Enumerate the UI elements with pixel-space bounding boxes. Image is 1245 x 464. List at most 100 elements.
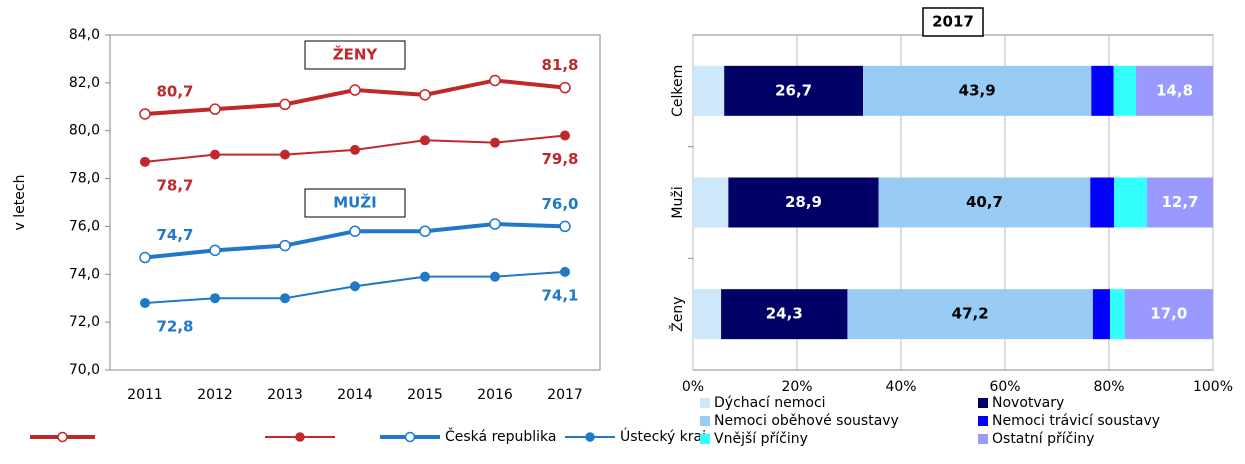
data-label: 47,2 [952, 305, 989, 323]
bar-segment [1110, 289, 1125, 340]
legend-swatch [978, 434, 988, 444]
plot-frame [109, 34, 601, 371]
legend-label: Dýchací nemoci [714, 395, 826, 411]
x-tick-label: 2012 [197, 387, 233, 403]
y-tick-label: Ženy [668, 296, 686, 331]
x-tick-label: 100% [1193, 379, 1233, 395]
data-label: 17,0 [1150, 305, 1187, 323]
legend-label: Novotvary [992, 395, 1064, 411]
data-label: 76,0 [541, 195, 578, 213]
data-label: 40,7 [966, 193, 1003, 211]
bar-segment [1146, 177, 1213, 228]
point [279, 98, 291, 111]
title-box [922, 7, 984, 37]
legend-label: Ústecký kraj [620, 427, 706, 445]
point [140, 298, 150, 308]
point [419, 225, 431, 237]
bar-segment [693, 177, 729, 228]
x-tick-label: 80% [1093, 379, 1124, 395]
bar-segment [863, 65, 1092, 116]
y-tick-label: Muži [670, 186, 686, 218]
y-axis-label: v letech [12, 175, 28, 231]
legend-marker [585, 432, 595, 442]
data-label: 81,8 [541, 56, 578, 74]
annotation-box [304, 40, 406, 70]
bar-segment [1124, 289, 1213, 340]
bar-segment [1090, 177, 1115, 228]
bar-segment [728, 177, 879, 228]
x-tick-label: 0% [682, 379, 704, 395]
y-tick-label: 82,0 [69, 75, 100, 91]
point [210, 293, 220, 304]
point [279, 239, 291, 252]
x-tick-label: 40% [885, 379, 916, 395]
legend-swatch [978, 416, 988, 426]
point [349, 225, 361, 237]
x-tick-label: 2017 [547, 387, 583, 403]
x-tick-label: 2011 [127, 387, 163, 403]
chart-title: 2017 [932, 13, 974, 31]
bar-segment [1136, 65, 1213, 116]
bar-segment [1092, 289, 1111, 340]
x-tick-label: 2016 [477, 387, 513, 403]
annotation-box [304, 188, 406, 218]
x-tick-label: 60% [989, 379, 1020, 395]
bar-segment [721, 289, 848, 340]
x-tick-label: 2013 [267, 387, 303, 403]
y-tick-label: 76,0 [69, 218, 100, 234]
point [140, 156, 150, 167]
legend-swatch [700, 398, 710, 408]
x-tick-label: 20% [781, 379, 812, 395]
point [139, 108, 151, 120]
bar-segment [1091, 65, 1114, 116]
point [559, 220, 571, 233]
bar-segment [693, 65, 725, 116]
legend-label: Vnější příčiny [714, 431, 808, 447]
data-label: 78,7 [156, 176, 193, 194]
point [490, 137, 500, 148]
x-tick-label: 2014 [337, 387, 373, 403]
data-label: 14,8 [1156, 81, 1193, 99]
annotation: ŽENY [333, 45, 379, 64]
point [209, 244, 221, 257]
point [489, 218, 501, 230]
y-tick-label: 74,0 [69, 266, 100, 282]
point [280, 149, 290, 160]
legend-marker [404, 431, 416, 443]
y-tick-label: 78,0 [69, 171, 100, 187]
y-tick-label: 70,0 [69, 362, 100, 378]
point [350, 281, 360, 292]
data-label: 28,9 [785, 193, 822, 211]
y-tick-label: Celkem [670, 65, 686, 117]
point [209, 103, 221, 115]
bar-segment [878, 177, 1091, 228]
point [490, 271, 500, 282]
legend-swatch [700, 416, 710, 426]
legend-label: Nemoci trávicí soustavy [992, 413, 1160, 429]
legend-label: Česká republika [445, 427, 557, 445]
y-tick-label: 84,0 [69, 27, 100, 43]
data-label: 43,9 [959, 81, 996, 99]
point [349, 84, 361, 96]
bar-segment [724, 65, 864, 116]
data-label: 79,8 [541, 150, 578, 168]
point [280, 293, 290, 304]
point [560, 266, 570, 277]
bar-segment [1114, 177, 1147, 228]
point [419, 89, 431, 101]
data-label: 74,1 [541, 286, 578, 304]
point [420, 135, 430, 146]
data-label: 72,8 [156, 318, 193, 336]
data-label: 24,3 [766, 305, 803, 323]
data-label: 26,7 [775, 81, 812, 99]
legend-swatch [700, 434, 710, 444]
legend-marker [57, 431, 68, 443]
legend-marker [295, 432, 305, 442]
point [210, 149, 220, 160]
bar-segment [693, 289, 722, 340]
y-tick-label: 80,0 [69, 123, 100, 139]
legend-label: Ostatní příčiny [992, 431, 1094, 447]
bar-segment [1113, 65, 1137, 116]
point [489, 74, 501, 87]
